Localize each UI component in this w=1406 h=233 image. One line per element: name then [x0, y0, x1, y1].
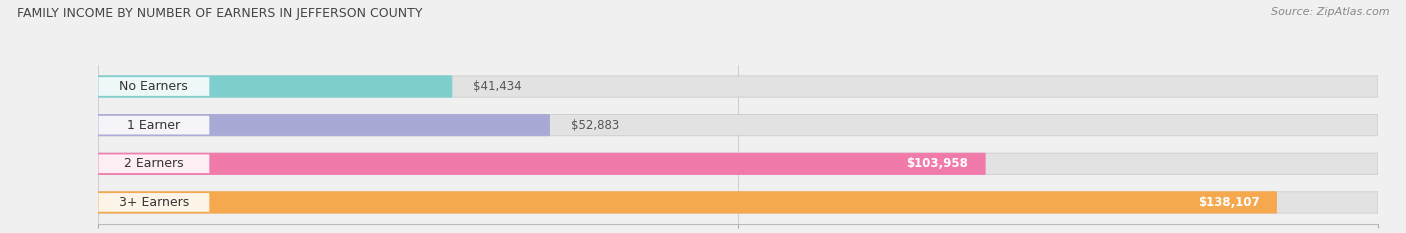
Text: $41,434: $41,434: [474, 80, 522, 93]
FancyBboxPatch shape: [98, 153, 1378, 175]
Text: 1 Earner: 1 Earner: [128, 119, 180, 132]
FancyBboxPatch shape: [98, 153, 986, 175]
Text: $103,958: $103,958: [907, 157, 969, 170]
FancyBboxPatch shape: [98, 193, 209, 212]
FancyBboxPatch shape: [98, 154, 209, 173]
FancyBboxPatch shape: [98, 192, 1277, 213]
Text: $52,883: $52,883: [571, 119, 619, 132]
Text: 3+ Earners: 3+ Earners: [118, 196, 188, 209]
Text: $138,107: $138,107: [1198, 196, 1260, 209]
Text: 2 Earners: 2 Earners: [124, 157, 184, 170]
FancyBboxPatch shape: [98, 76, 1378, 97]
FancyBboxPatch shape: [98, 114, 550, 136]
FancyBboxPatch shape: [98, 76, 451, 97]
Text: FAMILY INCOME BY NUMBER OF EARNERS IN JEFFERSON COUNTY: FAMILY INCOME BY NUMBER OF EARNERS IN JE…: [17, 7, 422, 20]
FancyBboxPatch shape: [98, 114, 1378, 136]
Text: Source: ZipAtlas.com: Source: ZipAtlas.com: [1271, 7, 1389, 17]
FancyBboxPatch shape: [98, 116, 209, 134]
Text: No Earners: No Earners: [120, 80, 188, 93]
FancyBboxPatch shape: [98, 192, 1378, 213]
FancyBboxPatch shape: [98, 77, 209, 96]
